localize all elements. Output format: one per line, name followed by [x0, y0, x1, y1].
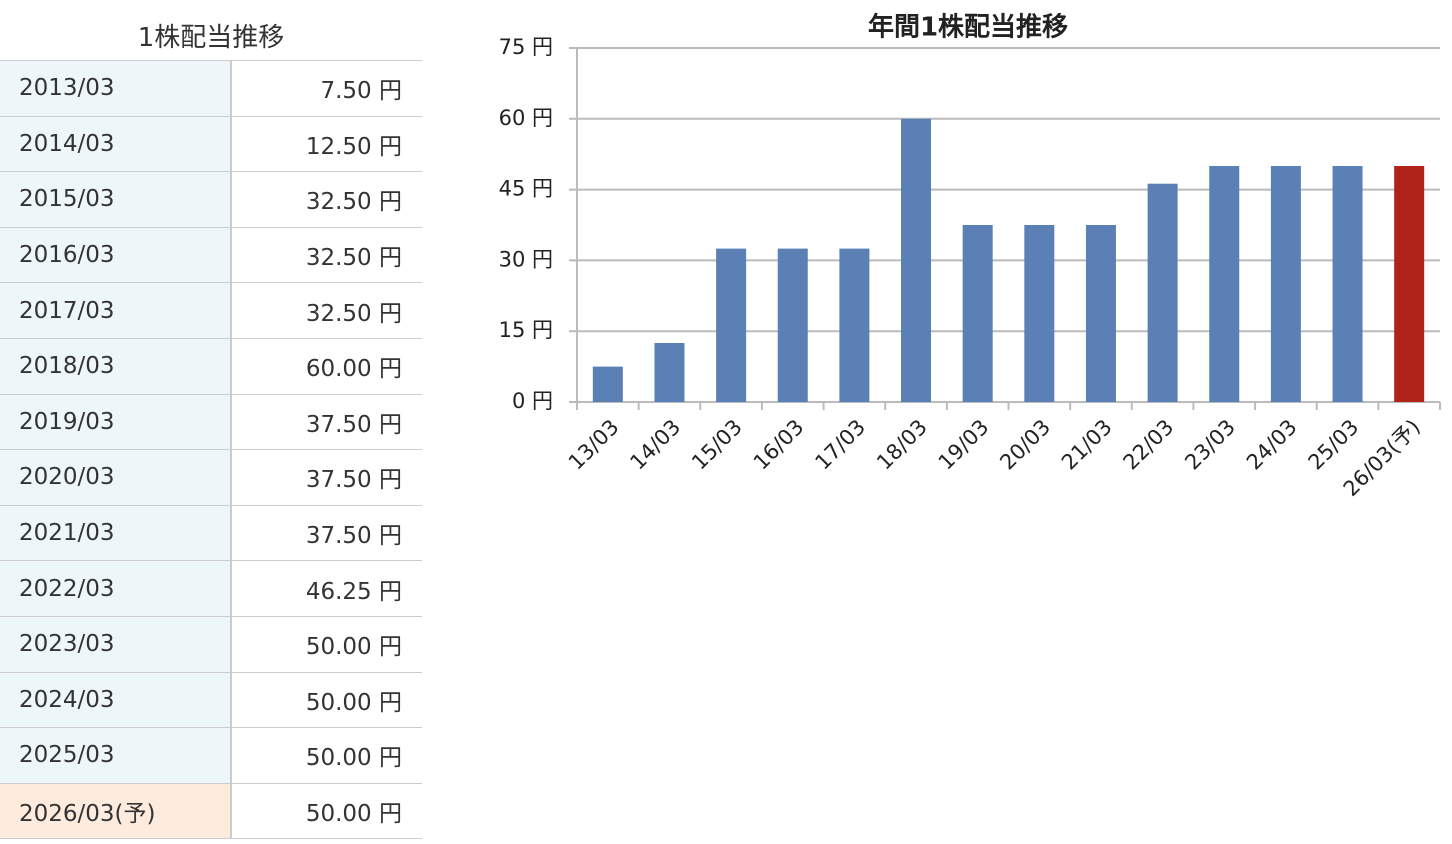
- bar: [716, 248, 747, 402]
- dividend-cell: 50.00 円: [231, 616, 422, 673]
- period-cell: 2022/03: [0, 560, 232, 617]
- table: 2013/03 7.50 円 2014/03 12.50 円 2015/03 32.50 …: [0, 60, 422, 840]
- x-tick-label: 24/03: [1242, 415, 1302, 475]
- x-tick-label: 18/03: [872, 415, 932, 475]
- bar: [592, 366, 623, 402]
- table-row: 2021/03 37.50 円: [0, 505, 422, 562]
- x-tick-label: 22/03: [1119, 415, 1179, 475]
- table-row: 2024/03 50.00 円: [0, 672, 422, 729]
- table-row: 2017/03 32.50 円: [0, 282, 422, 339]
- table-title: 1株配当推移: [137, 23, 285, 53]
- y-tick-label: 15 円: [499, 318, 553, 342]
- table-row: 2018/03 60.00 円: [0, 338, 422, 395]
- y-tick-label: 60 円: [499, 106, 553, 130]
- period-cell: 2018/03: [0, 338, 232, 395]
- period-cell: 2023/03: [0, 616, 232, 673]
- dividend-cell: 32.50 円: [231, 227, 422, 284]
- bar: [1270, 166, 1301, 402]
- bar: [654, 343, 685, 402]
- dividend-cell: 32.50 円: [231, 282, 422, 339]
- dividend-cell: 7.50 円: [231, 60, 422, 117]
- period-cell: 2017/03: [0, 282, 232, 339]
- table-row: 2022/03 46.25 円: [0, 560, 422, 617]
- dividend-table: 1株配当推移 2013/03 7.50 円 2014/03 12.50 円 2015/0…: [0, 0, 422, 840]
- period-cell: 2019/03: [0, 394, 232, 451]
- x-tick-label: 15/03: [687, 415, 747, 475]
- dividend-cell: 37.50 円: [231, 505, 422, 562]
- x-tick-label: 16/03: [749, 415, 809, 475]
- table-row: 2014/03 12.50 円: [0, 116, 422, 173]
- x-tick-label: 21/03: [1057, 415, 1117, 475]
- y-tick-label: 0 円: [512, 389, 553, 413]
- table-row: 2016/03 32.50 円: [0, 227, 422, 284]
- period-cell: 2026/03(予): [0, 783, 232, 840]
- period-cell: 2015/03: [0, 171, 232, 228]
- x-tick-label: 25/03: [1304, 415, 1364, 475]
- y-tick-label: 75 円: [499, 35, 553, 59]
- x-tick-label: 20/03: [995, 415, 1055, 475]
- period-cell: 2021/03: [0, 505, 232, 562]
- period-cell: 2025/03: [0, 727, 232, 784]
- table-row: 2023/03 50.00 円: [0, 616, 422, 673]
- bar: [1024, 225, 1055, 402]
- x-tick-label: 17/03: [810, 415, 870, 475]
- table-row: 2025/03 50.00 円: [0, 727, 422, 784]
- dividend-cell: 60.00 円: [231, 338, 422, 395]
- period-cell: 2016/03: [0, 227, 232, 284]
- dividend-cell: 32.50 円: [231, 171, 422, 228]
- table-row: 2020/03 37.50 円: [0, 449, 422, 506]
- x-tick-label: 19/03: [934, 415, 994, 475]
- dividend-cell: 37.50 円: [231, 449, 422, 506]
- period-cell: 2013/03: [0, 60, 232, 117]
- period-cell: 2024/03: [0, 672, 232, 729]
- bar: [1332, 166, 1363, 402]
- bar: [901, 118, 932, 403]
- table-row: 2019/03 37.50 円: [0, 394, 422, 451]
- x-tick-label: 13/03: [564, 415, 624, 475]
- dividend-cell: 50.00 円: [231, 672, 422, 729]
- y-tick-label: 30 円: [499, 247, 553, 271]
- bar: [962, 225, 993, 402]
- dividend-cell: 46.25 円: [231, 560, 422, 617]
- table-row: 2013/03 7.50 円: [0, 60, 422, 117]
- dividend-cell: 50.00 円: [231, 783, 422, 840]
- dividend-cell: 50.00 円: [231, 727, 422, 784]
- bar: [839, 248, 870, 402]
- bar: [1394, 166, 1425, 402]
- x-tick-label: 23/03: [1180, 415, 1240, 475]
- x-tick-label: 14/03: [625, 415, 685, 475]
- period-cell: 2014/03: [0, 116, 232, 173]
- chart-title: 年間1株配当推移: [868, 12, 1068, 43]
- bar: [1147, 183, 1178, 402]
- dividend-cell: 12.50 円: [231, 116, 422, 173]
- y-tick-label: 45 円: [499, 177, 553, 201]
- table-row: 2015/03 32.50 円: [0, 171, 422, 228]
- bar: [1085, 225, 1116, 402]
- table-row: 2026/03(予) 50.00 円: [0, 783, 422, 840]
- period-cell: 2020/03: [0, 449, 232, 506]
- dividend-cell: 37.50 円: [231, 394, 422, 451]
- bar: [1209, 166, 1240, 402]
- bar: [777, 248, 808, 402]
